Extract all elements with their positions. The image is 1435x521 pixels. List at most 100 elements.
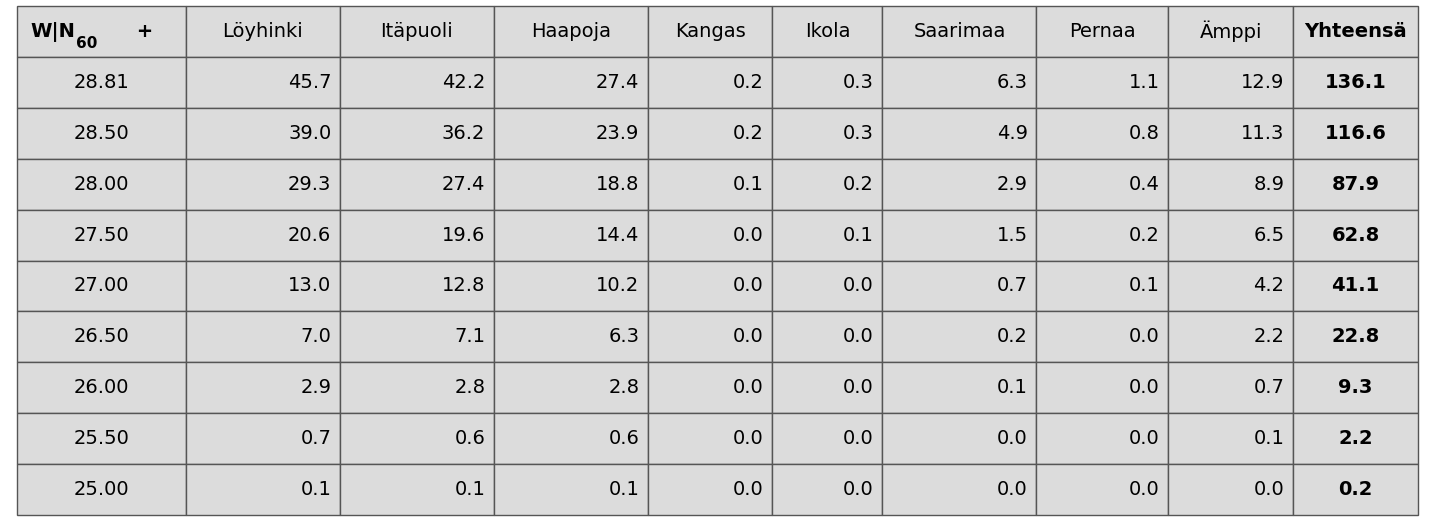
Bar [187,413,340,464]
Text: 6.3: 6.3 [608,327,639,346]
Bar [494,108,647,159]
Text: 25.00: 25.00 [73,480,129,499]
Bar [1036,57,1168,108]
Text: 2.8: 2.8 [608,378,639,397]
Text: 10.2: 10.2 [596,277,639,295]
Bar [1036,464,1168,515]
Text: 22.8: 22.8 [1332,327,1379,346]
Bar [1168,159,1293,209]
Text: 7.1: 7.1 [455,327,485,346]
Bar [1168,57,1293,108]
Bar [1293,312,1418,362]
Text: 2.2: 2.2 [1339,429,1373,448]
Text: 6.5: 6.5 [1253,226,1284,244]
Bar [772,108,883,159]
Text: 9.3: 9.3 [1339,378,1373,397]
Text: 0.0: 0.0 [1129,480,1159,499]
Bar [883,6,1036,57]
Text: 0.0: 0.0 [1129,378,1159,397]
Text: 87.9: 87.9 [1332,175,1379,194]
Bar [187,464,340,515]
Bar [647,159,772,209]
Bar [647,57,772,108]
Text: 2.9: 2.9 [997,175,1027,194]
Text: 0.4: 0.4 [1129,175,1159,194]
Bar [1293,260,1418,312]
Text: 0.2: 0.2 [1129,226,1159,244]
Bar [17,108,187,159]
Text: 0.0: 0.0 [733,327,763,346]
Bar [1036,260,1168,312]
Bar [1168,464,1293,515]
Text: 0.0: 0.0 [997,429,1027,448]
Bar [772,464,883,515]
Text: 6.3: 6.3 [997,73,1027,92]
Text: 20.6: 20.6 [288,226,331,244]
Bar [772,57,883,108]
Text: 26.00: 26.00 [73,378,129,397]
Bar [340,413,494,464]
Bar [494,362,647,413]
Text: 136.1: 136.1 [1325,73,1386,92]
Bar [772,6,883,57]
Text: 11.3: 11.3 [1241,124,1284,143]
Text: Kangas: Kangas [674,22,746,41]
Text: 0.1: 0.1 [608,480,639,499]
Bar [772,413,883,464]
Text: Itäpuoli: Itäpuoli [380,22,453,41]
Bar [1293,464,1418,515]
Bar [1036,6,1168,57]
Text: Ämppi: Ämppi [1200,21,1261,42]
Text: 0.1: 0.1 [1254,429,1284,448]
Text: 13.0: 13.0 [288,277,331,295]
Text: 0.1: 0.1 [733,175,763,194]
Bar [340,260,494,312]
Bar [17,312,187,362]
Text: 0.0: 0.0 [1129,327,1159,346]
Text: 0.6: 0.6 [455,429,485,448]
Text: 25.50: 25.50 [73,429,129,448]
Text: 28.50: 28.50 [73,124,129,143]
Bar [17,6,187,57]
Bar [883,464,1036,515]
Text: 36.2: 36.2 [442,124,485,143]
Text: 1.5: 1.5 [997,226,1027,244]
Bar [187,260,340,312]
Bar [883,260,1036,312]
Text: 0.1: 0.1 [1129,277,1159,295]
Bar [1036,209,1168,260]
Text: Löyhinki: Löyhinki [222,22,303,41]
Text: 0.1: 0.1 [300,480,331,499]
Bar [1168,108,1293,159]
Bar [1293,413,1418,464]
Bar [772,362,883,413]
Text: 0.2: 0.2 [733,124,763,143]
Text: 0.0: 0.0 [733,277,763,295]
Bar [1168,6,1293,57]
Text: 0.0: 0.0 [1129,429,1159,448]
Bar [494,159,647,209]
Text: 0.6: 0.6 [608,429,639,448]
Bar [772,209,883,260]
Bar [17,413,187,464]
Text: 27.00: 27.00 [73,277,129,295]
Bar [1036,413,1168,464]
Bar [1168,362,1293,413]
Text: 0.0: 0.0 [733,378,763,397]
Bar [772,312,883,362]
Bar [187,159,340,209]
Text: 0.1: 0.1 [842,226,874,244]
Bar [187,6,340,57]
Text: 7.0: 7.0 [300,327,331,346]
Bar [340,209,494,260]
Text: 0.7: 0.7 [1254,378,1284,397]
Bar [17,260,187,312]
Bar [187,209,340,260]
Bar [340,57,494,108]
Bar [883,413,1036,464]
Text: 0.1: 0.1 [997,378,1027,397]
Bar [883,209,1036,260]
Text: 23.9: 23.9 [596,124,639,143]
Text: 0.0: 0.0 [997,480,1027,499]
Text: 0.3: 0.3 [842,73,874,92]
